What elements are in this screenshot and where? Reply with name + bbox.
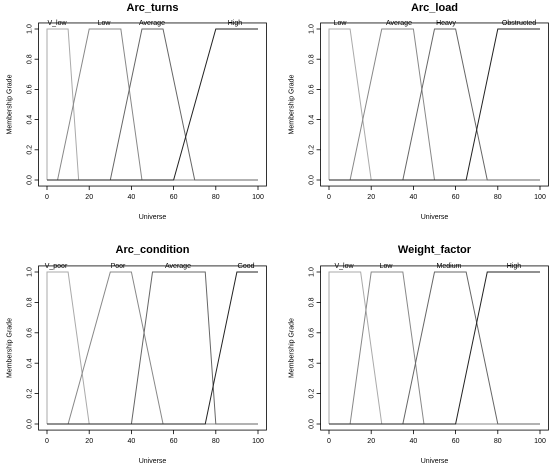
y-tick-label: 0.8: [309, 297, 316, 307]
x-tick-label: 20: [367, 194, 375, 201]
x-tick-label: 20: [85, 438, 93, 445]
series-label: Poor: [111, 263, 126, 270]
series-label: V_low: [334, 263, 354, 270]
y-tick-label: 0.6: [27, 84, 34, 94]
series-label: V_poor: [45, 263, 68, 270]
series-line-good: [47, 271, 258, 425]
plot-frame: [320, 22, 549, 187]
x-tick-label: 0: [45, 438, 49, 445]
series-label: Low: [334, 20, 348, 27]
series-label: V_low: [47, 20, 67, 27]
x-tick-label: 40: [410, 194, 418, 201]
y-tick-label: 0.4: [309, 115, 316, 125]
y-tick-label: 0.8: [27, 297, 34, 307]
x-tick-label: 40: [128, 438, 136, 445]
chart-title: Arc_load: [411, 2, 458, 14]
x-tick-label: 100: [252, 438, 264, 445]
y-tick-label: 0.8: [309, 54, 316, 64]
series-line-average: [47, 28, 258, 181]
x-axis-label: Universe: [139, 214, 167, 221]
y-tick-label: 0.0: [27, 419, 34, 429]
y-axis-label: Membership Grade: [7, 318, 14, 378]
x-tick-label: 60: [170, 438, 178, 445]
y-tick-label: 0.0: [309, 175, 316, 185]
y-tick-label: 0.8: [27, 54, 34, 64]
x-axis-label: Universe: [421, 214, 449, 221]
y-axis-label: Membership Grade: [289, 74, 296, 134]
series-label: Good: [237, 263, 254, 270]
chart-title: Arc_condition: [116, 244, 190, 256]
y-tick-label: 0.6: [309, 328, 316, 338]
y-axis-label: Membership Grade: [289, 318, 296, 378]
x-tick-label: 40: [410, 438, 418, 445]
x-tick-label: 60: [170, 194, 178, 201]
x-tick-label: 100: [252, 194, 264, 201]
series-line-obstructed: [329, 28, 540, 181]
plot-frame: [38, 265, 267, 431]
y-tick-label: 0.0: [309, 419, 316, 429]
y-tick-label: 0.2: [27, 145, 34, 155]
chart-title: Weight_factor: [398, 244, 472, 256]
series-line-high: [329, 271, 540, 425]
series-line-low: [328, 28, 540, 181]
series-label: High: [228, 20, 243, 27]
chart-panel-3: Arc_condition 0 20 40 60 80 100 0.0 0.2 0.4 0.6 0.8…: [7, 244, 267, 465]
x-axis-label: Universe: [421, 458, 449, 465]
x-tick-label: 0: [327, 194, 331, 201]
x-tick-label: 60: [452, 194, 460, 201]
y-tick-label: 1.0: [309, 267, 316, 277]
series-label: Average: [165, 263, 191, 270]
y-tick-label: 0.4: [27, 358, 34, 368]
x-axis-label: Universe: [139, 458, 167, 465]
x-tick-label: 80: [212, 438, 220, 445]
y-tick-label: 0.4: [27, 115, 34, 125]
series-label: High: [507, 263, 522, 270]
x-tick-label: 100: [534, 194, 546, 201]
chart-panel-2: Arc_load 0 20 40 60 80 100 0.0 0.2 0.4 0.6 0.8 1.0 Un…: [289, 2, 549, 221]
plot-frame: [38, 22, 267, 187]
y-tick-label: 1.0: [309, 24, 316, 34]
chart-panel-1: Arc_turns 0 20 40 60 80 100 0.0 0.2 0.4 0.6 0.8 1.0 U…: [7, 2, 267, 221]
x-tick-label: 60: [452, 438, 460, 445]
y-tick-label: 1.0: [27, 267, 34, 277]
y-tick-label: 1.0: [27, 24, 34, 34]
chart-title: Arc_turns: [127, 2, 179, 14]
series-label: Heavy: [436, 20, 456, 27]
series-label: Medium: [437, 263, 462, 270]
series-line-low: [47, 28, 258, 181]
x-tick-label: 0: [45, 194, 49, 201]
y-tick-label: 0.0: [27, 175, 34, 185]
series-label: Low: [380, 263, 394, 270]
y-tick-label: 0.6: [27, 328, 34, 338]
x-tick-label: 80: [212, 194, 220, 201]
y-tick-label: 0.4: [309, 358, 316, 368]
x-tick-label: 20: [85, 194, 93, 201]
x-tick-label: 80: [494, 194, 502, 201]
x-tick-label: 20: [367, 438, 375, 445]
series-label: Low: [98, 20, 112, 27]
chart-panel-4: Weight_factor 0 20 40 60 80 100 0.0 0.2 0.4 0.6 0.8…: [289, 244, 549, 465]
y-tick-label: 0.6: [309, 84, 316, 94]
x-tick-label: 100: [534, 438, 546, 445]
plot-frame: [320, 265, 549, 431]
y-tick-label: 0.2: [27, 389, 34, 399]
series-label: Average: [386, 20, 412, 27]
x-tick-label: 80: [494, 438, 502, 445]
x-tick-label: 0: [327, 438, 331, 445]
series-line-v-low: [46, 28, 258, 181]
y-tick-label: 0.2: [309, 145, 316, 155]
series-line-low: [329, 271, 540, 425]
y-tick-label: 0.2: [309, 389, 316, 399]
series-label: Obstructed: [502, 20, 536, 27]
series-label: Average: [139, 20, 165, 27]
y-axis-label: Membership Grade: [7, 74, 14, 134]
series-line-v-poor: [46, 271, 258, 425]
series-line-high: [47, 28, 258, 181]
x-tick-label: 40: [128, 194, 136, 201]
